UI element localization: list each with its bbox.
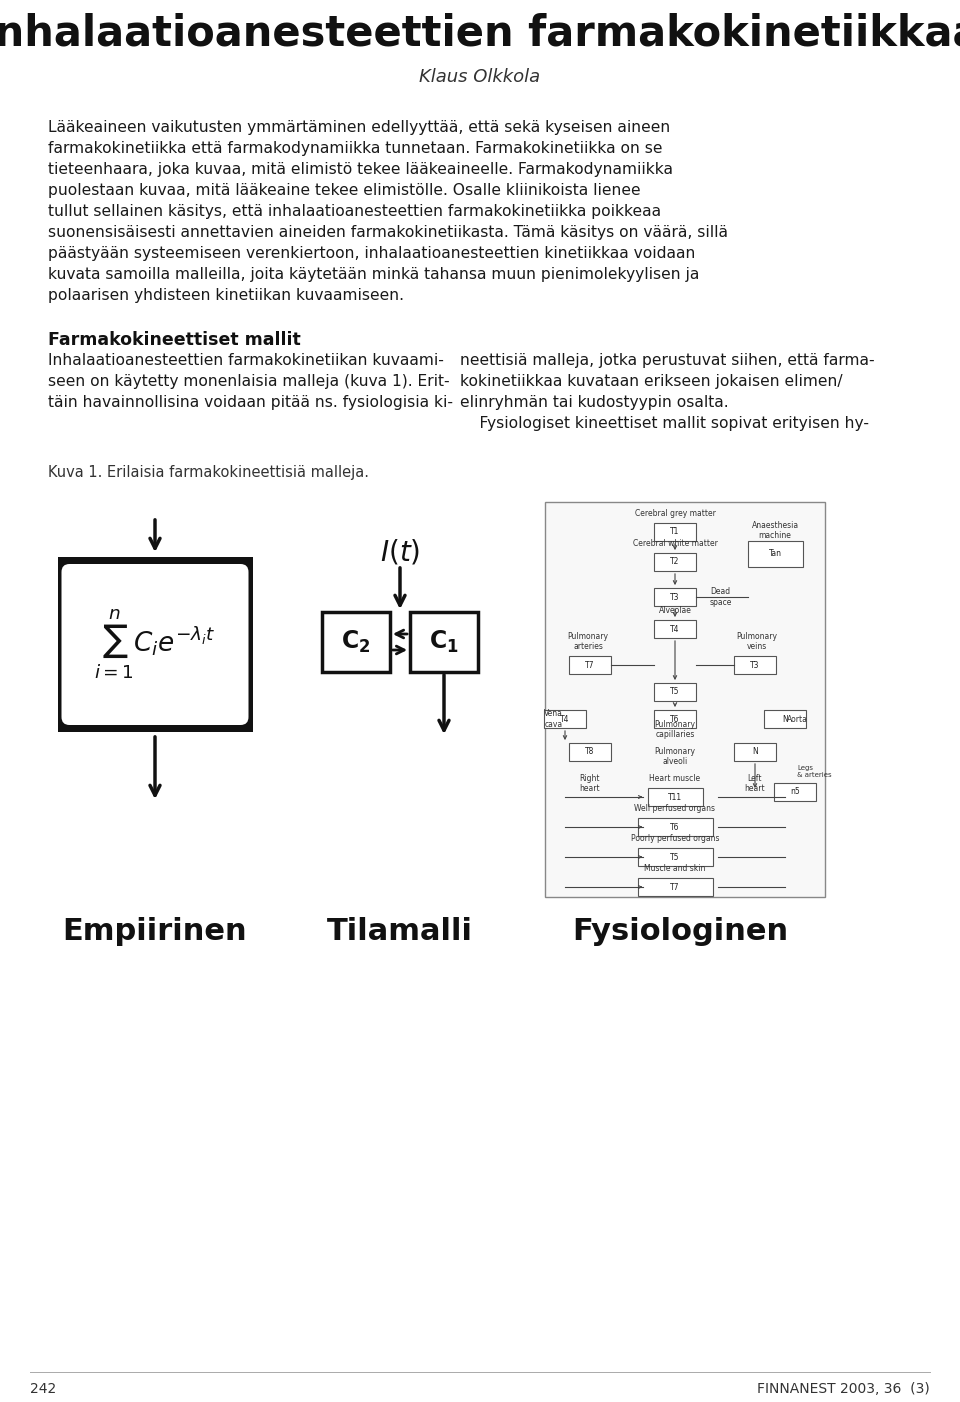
Text: $\sum_{i=1}^{n} C_i e^{-\lambda_i t}$: $\sum_{i=1}^{n} C_i e^{-\lambda_i t}$ [94, 608, 216, 681]
Text: T2: T2 [670, 558, 680, 566]
Text: Inhalaatioanesteettien farmakokinetiikan kuvaami-: Inhalaatioanesteettien farmakokinetiikan… [48, 353, 444, 367]
Text: puolestaan kuvaa, mitä lääkeaine tekee elimistölle. Osalle kliinikoista lienee: puolestaan kuvaa, mitä lääkeaine tekee e… [48, 184, 640, 198]
Bar [654, 683, 696, 701]
Text: T5: T5 [670, 852, 680, 861]
Text: polaarisen yhdisteen kinetiikan kuvaamiseen.: polaarisen yhdisteen kinetiikan kuvaamis… [48, 287, 404, 303]
Text: Inhalaatioanesteettien farmakokinetiikkaa: Inhalaatioanesteettien farmakokinetiikka… [0, 13, 960, 55]
Text: Pulmonary
veins: Pulmonary veins [736, 631, 778, 651]
Text: Pulmonary
capillaries: Pulmonary capillaries [655, 721, 695, 739]
Text: Alveolae: Alveolae [659, 606, 691, 615]
Text: suonensisäisesti annettavien aineiden farmakokinetiikasta. Tämä käsitys on väärä: suonensisäisesti annettavien aineiden fa… [48, 224, 728, 240]
Text: täin havainnollisina voidaan pitää ns. fysiologisia ki-: täin havainnollisina voidaan pitää ns. f… [48, 395, 453, 409]
Text: Pulmonary
arteries: Pulmonary arteries [567, 631, 609, 651]
Bar [58, 557, 252, 732]
Text: $I(t)$: $I(t)$ [380, 537, 420, 566]
Text: n5: n5 [790, 788, 800, 796]
Bar [654, 587, 696, 606]
Text: Dead
space: Dead space [710, 587, 732, 607]
Text: Vena
cava: Vena cava [544, 709, 563, 729]
Text: Right
heart: Right heart [580, 774, 600, 794]
Bar [774, 782, 816, 801]
Bar [410, 613, 478, 672]
Text: Fysiologiset kineettiset mallit sopivat erityisen hy-: Fysiologiset kineettiset mallit sopivat … [460, 416, 869, 430]
Bar [545, 502, 825, 897]
Text: T4: T4 [561, 715, 569, 723]
Text: Poorly perfused organs: Poorly perfused organs [631, 834, 719, 843]
Bar [748, 541, 803, 566]
Text: tullut sellainen käsitys, että inhalaatioanesteettien farmakokinetiikka poikkeaa: tullut sellainen käsitys, että inhalaati… [48, 205, 661, 219]
Text: $\mathbf{C_1}$: $\mathbf{C_1}$ [429, 629, 459, 655]
Text: Anaesthesia
machine: Anaesthesia machine [752, 520, 799, 540]
Bar [764, 709, 806, 728]
Text: Aorta: Aorta [787, 715, 808, 723]
Text: Cerebral grey matter: Cerebral grey matter [635, 509, 715, 517]
Text: T6: T6 [670, 823, 680, 831]
Text: elinryhmän tai kudostyypin osalta.: elinryhmän tai kudostyypin osalta. [460, 395, 729, 409]
Text: N: N [752, 747, 757, 757]
Text: Kuva 1. Erilaisia farmakokineettisiä malleja.: Kuva 1. Erilaisia farmakokineettisiä mal… [48, 465, 369, 479]
Text: Legs
& arteries: Legs & arteries [797, 765, 831, 778]
Text: T8: T8 [586, 747, 594, 757]
Bar [637, 878, 712, 896]
Bar [322, 613, 390, 672]
Text: T4: T4 [670, 624, 680, 634]
Bar [734, 656, 776, 674]
Text: 242: 242 [30, 1382, 57, 1396]
Bar [647, 788, 703, 806]
Text: seen on käytetty monenlaisia malleja (kuva 1). Erit-: seen on käytetty monenlaisia malleja (ku… [48, 374, 449, 388]
Text: Klaus Olkkola: Klaus Olkkola [420, 69, 540, 86]
Text: päästyään systeemiseen verenkiertoon, inhalaatioanesteettien kinetiikkaa voidaan: päästyään systeemiseen verenkiertoon, in… [48, 245, 695, 261]
Bar [654, 523, 696, 541]
Text: kokinetiikkaa kuvataan erikseen jokaisen elimen/: kokinetiikkaa kuvataan erikseen jokaisen… [460, 374, 843, 388]
Text: T7: T7 [670, 882, 680, 892]
Bar [654, 709, 696, 728]
Text: Fysiologinen: Fysiologinen [572, 917, 788, 946]
Text: tieteenhaara, joka kuvaa, mitä elimistö tekee lääkeaineelle. Farmakodynamiikka: tieteenhaara, joka kuvaa, mitä elimistö … [48, 163, 673, 177]
Text: Well perfused organs: Well perfused organs [635, 803, 715, 813]
Text: Tilamalli: Tilamalli [327, 917, 473, 946]
Text: Pulmonary
alveoli: Pulmonary alveoli [655, 747, 695, 767]
Text: Empiirinen: Empiirinen [62, 917, 248, 946]
Bar [734, 743, 776, 761]
Bar [544, 709, 586, 728]
Text: T1: T1 [670, 527, 680, 537]
Text: T11: T11 [668, 792, 682, 802]
Text: N: N [782, 715, 788, 723]
Bar [569, 656, 611, 674]
Text: Farmakokineettiset mallit: Farmakokineettiset mallit [48, 331, 300, 349]
Text: T7: T7 [586, 660, 595, 670]
Text: Cerebral white matter: Cerebral white matter [633, 538, 717, 548]
Text: Lääkeaineen vaikutusten ymmärtäminen edellyyttää, että sekä kyseisen aineen: Lääkeaineen vaikutusten ymmärtäminen ede… [48, 121, 670, 135]
Text: farmakokinetiikka että farmakodynamiikka tunnetaan. Farmakokinetiikka on se: farmakokinetiikka että farmakodynamiikka… [48, 142, 662, 156]
Text: Tan: Tan [769, 550, 781, 558]
Text: neettisiä malleja, jotka perustuvat siihen, että farma-: neettisiä malleja, jotka perustuvat siih… [460, 353, 875, 367]
Text: T3: T3 [670, 593, 680, 601]
Text: T5: T5 [670, 687, 680, 697]
Text: kuvata samoilla malleilla, joita käytetään minkä tahansa muun pienimolekyylisen : kuvata samoilla malleilla, joita käytetä… [48, 266, 700, 282]
Text: Left
heart: Left heart [745, 774, 765, 794]
Bar [637, 817, 712, 836]
Bar [654, 552, 696, 571]
Text: T6: T6 [670, 715, 680, 723]
Bar [637, 848, 712, 866]
Text: T3: T3 [751, 660, 759, 670]
Bar [654, 620, 696, 638]
Text: $\mathbf{C_2}$: $\mathbf{C_2}$ [341, 629, 371, 655]
FancyBboxPatch shape [61, 564, 249, 725]
Text: Muscle and skin: Muscle and skin [644, 864, 706, 873]
Text: FINNANEST 2003, 36  (3): FINNANEST 2003, 36 (3) [757, 1382, 930, 1396]
Bar [569, 743, 611, 761]
Text: Heart muscle: Heart muscle [649, 774, 701, 782]
